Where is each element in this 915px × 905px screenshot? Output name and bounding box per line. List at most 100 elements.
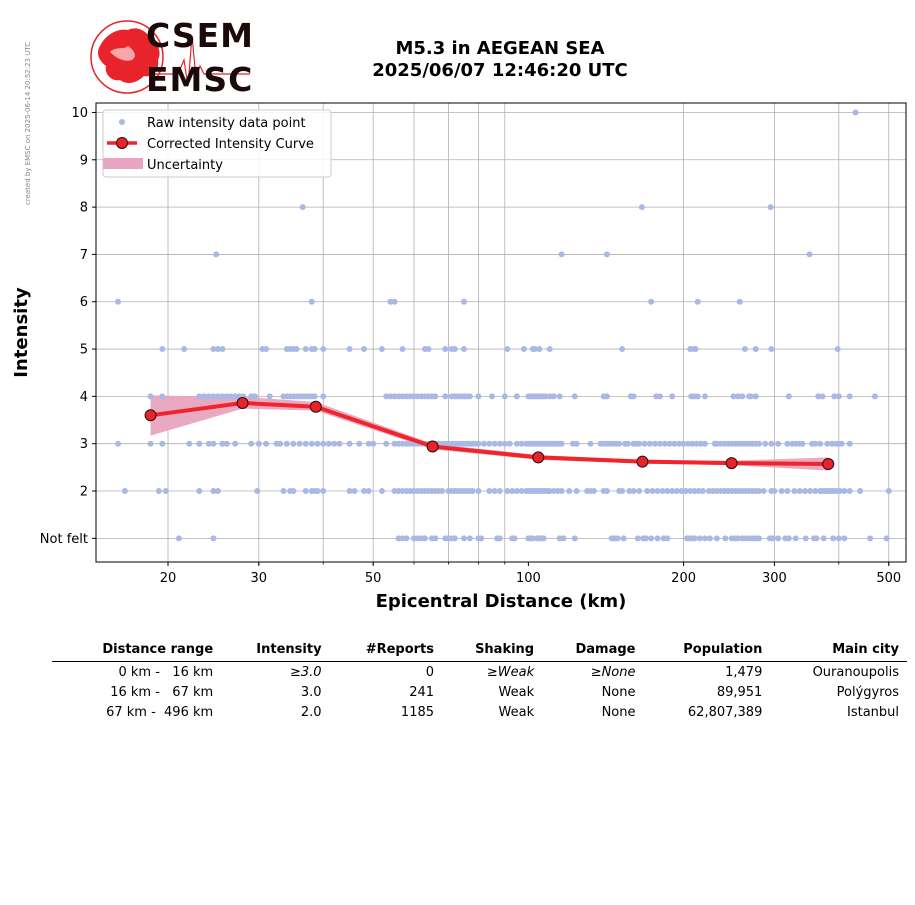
y-tick-label: 2 xyxy=(80,485,88,500)
x-axis-title: Epicentral Distance (km) xyxy=(376,591,627,612)
header-population: Population xyxy=(643,640,771,662)
raw-intensity-point xyxy=(824,440,831,447)
y-tick-label: 5 xyxy=(80,343,88,358)
raw-intensity-point xyxy=(290,488,297,495)
raw-intensity-point xyxy=(819,393,826,400)
raw-intensity-point xyxy=(496,440,503,447)
x-tick-label: 50 xyxy=(365,571,382,586)
raw-intensity-point xyxy=(817,440,824,447)
raw-intensity-point xyxy=(556,393,563,400)
cell-range: 0 km - 16 km xyxy=(118,665,214,680)
raw-intensity-point xyxy=(836,488,843,495)
curve-group xyxy=(144,397,835,471)
raw-intensity-point xyxy=(846,488,853,495)
raw-intensity-point xyxy=(293,346,300,353)
raw-intensity-point xyxy=(214,346,221,353)
raw-intensity-point xyxy=(636,440,643,447)
raw-intensity-point xyxy=(634,535,641,542)
raw-intensity-point xyxy=(320,346,327,353)
logo-text-top: CSEM xyxy=(146,16,254,55)
raw-intensity-point xyxy=(664,488,671,495)
raw-intensity-point xyxy=(356,440,363,447)
raw-intensity-point xyxy=(311,393,318,400)
raw-intensity-point xyxy=(263,440,270,447)
curve-marker xyxy=(725,457,738,470)
raw-intensity-point xyxy=(162,488,169,495)
raw-intensity-point xyxy=(762,440,769,447)
raw-intensity-point xyxy=(460,535,467,542)
y-tick-label: 3 xyxy=(80,437,88,452)
raw-intensity-point xyxy=(532,346,539,353)
corrected-intensity-line xyxy=(150,401,829,467)
cell-damage: ≥None xyxy=(590,665,636,680)
raw-intensity-point xyxy=(511,535,518,542)
curve-marker xyxy=(532,451,545,464)
raw-intensity-point xyxy=(641,440,648,447)
raw-intensity-point xyxy=(219,393,226,400)
x-tick-label: 30 xyxy=(251,571,268,586)
raw-intensity-point xyxy=(219,346,226,353)
cell-range: 16 km - 67 km xyxy=(110,685,214,700)
raw-intensity-point xyxy=(736,298,743,305)
legend-curve-label: Corrected Intensity Curve xyxy=(147,137,314,152)
cell-intensity: 3.0 xyxy=(300,685,322,700)
raw-intensity-point xyxy=(387,298,394,305)
raw-intensity-point xyxy=(693,440,700,447)
raw-intensity-point xyxy=(383,393,390,400)
raw-intensity-point xyxy=(852,109,859,116)
raw-intensity-point xyxy=(741,346,748,353)
legend-raw-point-swatch xyxy=(119,119,125,125)
curve-marker xyxy=(822,458,835,471)
raw-intensity-point xyxy=(210,346,217,353)
raw-intensity-point xyxy=(451,535,458,542)
raw-intensity-point xyxy=(346,346,353,353)
raw-intensity-point xyxy=(807,488,814,495)
raw-intensity-point xyxy=(115,298,122,305)
raw-intensity-point xyxy=(857,488,864,495)
raw-intensity-point xyxy=(308,298,315,305)
raw-intensity-point xyxy=(399,346,406,353)
raw-intensity-point xyxy=(252,393,259,400)
raw-intensity-point xyxy=(687,488,694,495)
raw-intensity-point xyxy=(619,488,626,495)
raw-intensity-point xyxy=(346,440,353,447)
raw-intensity-point xyxy=(834,346,841,353)
raw-intensity-point xyxy=(115,440,122,447)
cell-range: 67 km - 496 km xyxy=(106,705,214,720)
raw-intensity-point xyxy=(147,440,154,447)
raw-intensity-point xyxy=(387,393,394,400)
raw-intensity-point xyxy=(196,393,203,400)
raw-intensity-point xyxy=(654,535,661,542)
raw-intensity-point xyxy=(831,393,838,400)
cell-population: 62,807,389 xyxy=(687,705,763,720)
raw-intensity-point xyxy=(769,535,776,542)
raw-intensity-point xyxy=(691,535,698,542)
raw-intensity-point xyxy=(518,488,525,495)
raw-intensity-point xyxy=(771,488,778,495)
raw-intensity-point xyxy=(542,393,549,400)
raw-intensity-point xyxy=(846,393,853,400)
cell-reports: 0 xyxy=(425,665,435,680)
raw-intensity-point xyxy=(734,393,741,400)
raw-intensity-point xyxy=(558,440,565,447)
curve-marker xyxy=(426,440,439,453)
raw-intensity-point xyxy=(603,251,610,258)
y-tick-label: 8 xyxy=(80,201,88,216)
raw-intensity-point xyxy=(651,440,658,447)
raw-intensity-point xyxy=(513,440,520,447)
intensity-chart: 20 30 50 100 200 300 500 Not felt 2 3 4 5 6 7 8 9 10 Epi… xyxy=(11,102,907,612)
raw-intensity-point xyxy=(205,440,212,447)
uncertainty-band-group xyxy=(150,395,829,471)
raw-intensity-point xyxy=(403,535,410,542)
table-row: 16 km - 67 km 3.0 241 Weak None 89,951 P… xyxy=(52,682,907,702)
table-header-row: Distance range Intensity #Reports Shakin… xyxy=(52,640,907,662)
raw-intensity-point xyxy=(223,440,230,447)
raw-intensity-point xyxy=(695,488,702,495)
cell-city: Istanbul xyxy=(846,705,899,720)
raw-intensity-point xyxy=(778,488,785,495)
raw-intensity-point xyxy=(469,488,476,495)
raw-intensity-point xyxy=(491,488,498,495)
raw-intensity-point xyxy=(669,488,676,495)
raw-intensity-point xyxy=(248,440,255,447)
raw-intensity-point xyxy=(678,488,685,495)
